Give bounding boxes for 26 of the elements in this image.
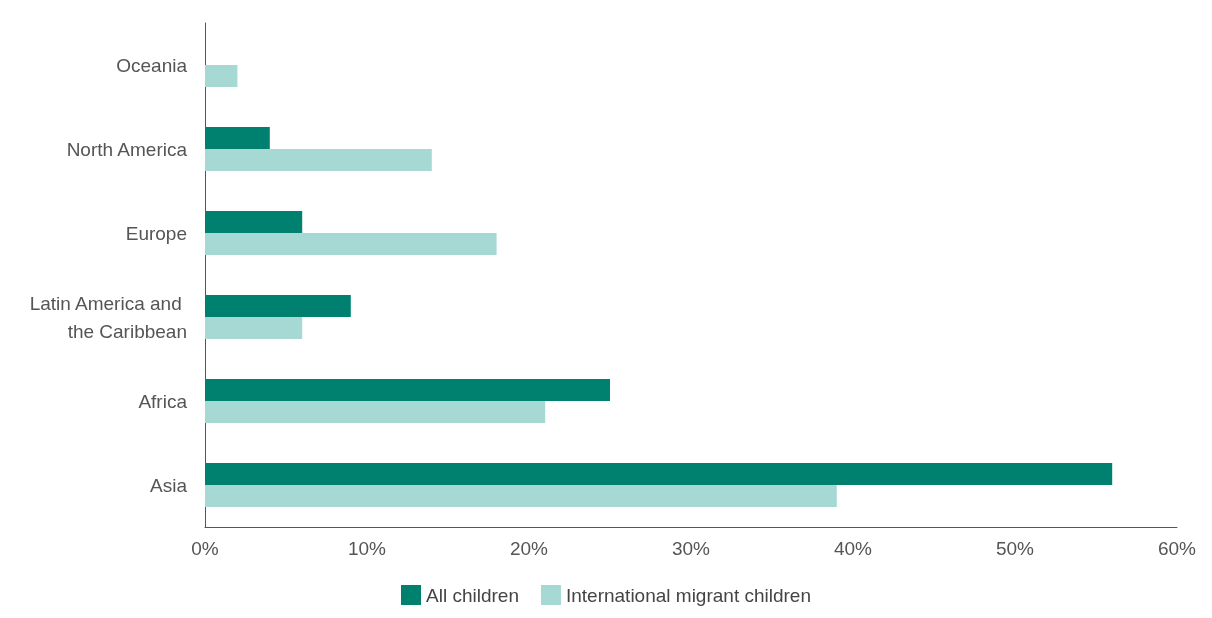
x-tick-label: 50% bbox=[995, 538, 1035, 559]
y-tick-label: Latin America and the Caribbean bbox=[29, 292, 187, 342]
bar bbox=[205, 401, 546, 423]
y-tick-label: North America bbox=[66, 138, 188, 160]
y-tick-label: Asia bbox=[150, 474, 188, 496]
bar bbox=[205, 485, 837, 507]
x-tick-label: 10% bbox=[347, 538, 387, 559]
bar bbox=[205, 65, 238, 87]
bar bbox=[205, 233, 497, 255]
bar bbox=[205, 211, 303, 233]
bar bbox=[205, 149, 432, 171]
legend-label: International migrant children bbox=[565, 584, 811, 606]
bar bbox=[205, 295, 351, 317]
y-tick-label: Africa bbox=[138, 390, 188, 412]
x-tick-label: 60% bbox=[1157, 538, 1197, 559]
x-tick-label: 30% bbox=[671, 538, 711, 559]
x-tick-label: 40% bbox=[833, 538, 873, 559]
bar bbox=[205, 317, 303, 339]
x-tick-label: 0% bbox=[191, 538, 219, 559]
bar bbox=[205, 463, 1113, 485]
y-tick-label: Oceania bbox=[116, 54, 188, 76]
legend-label: All children bbox=[426, 584, 519, 606]
bar bbox=[205, 127, 270, 149]
bar bbox=[205, 379, 610, 401]
y-tick-label: Europe bbox=[125, 222, 187, 244]
x-tick-label: 20% bbox=[509, 538, 549, 559]
